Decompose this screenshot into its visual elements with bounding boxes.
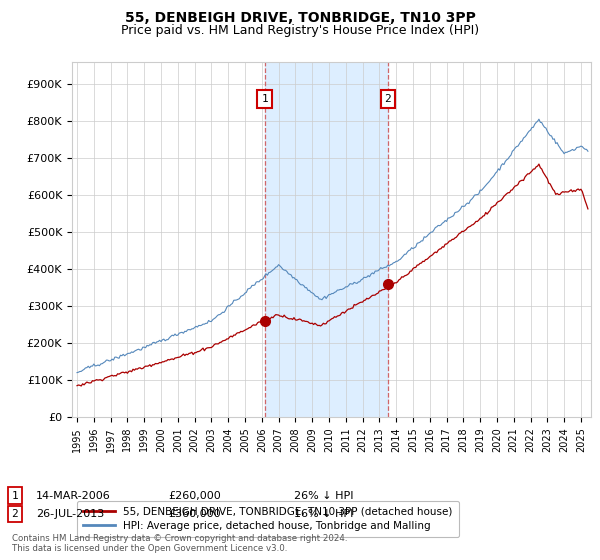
Text: 1: 1	[11, 491, 19, 501]
Text: Price paid vs. HM Land Registry's House Price Index (HPI): Price paid vs. HM Land Registry's House …	[121, 24, 479, 37]
Text: 1: 1	[261, 94, 268, 104]
Text: £260,000: £260,000	[168, 491, 221, 501]
Text: 14-MAR-2006: 14-MAR-2006	[36, 491, 111, 501]
Text: 2: 2	[11, 509, 19, 519]
Bar	[265, 62, 388, 417]
Text: 55, DENBEIGH DRIVE, TONBRIDGE, TN10 3PP: 55, DENBEIGH DRIVE, TONBRIDGE, TN10 3PP	[125, 11, 475, 25]
Text: 2: 2	[385, 94, 391, 104]
Text: £360,000: £360,000	[168, 509, 221, 519]
Text: 26-JUL-2013: 26-JUL-2013	[36, 509, 104, 519]
Text: 16% ↓ HPI: 16% ↓ HPI	[294, 509, 353, 519]
Text: 26% ↓ HPI: 26% ↓ HPI	[294, 491, 353, 501]
Legend: 55, DENBEIGH DRIVE, TONBRIDGE, TN10 3PP (detached house), HPI: Average price, de: 55, DENBEIGH DRIVE, TONBRIDGE, TN10 3PP …	[77, 501, 458, 537]
Text: Contains HM Land Registry data © Crown copyright and database right 2024.
This d: Contains HM Land Registry data © Crown c…	[12, 534, 347, 553]
